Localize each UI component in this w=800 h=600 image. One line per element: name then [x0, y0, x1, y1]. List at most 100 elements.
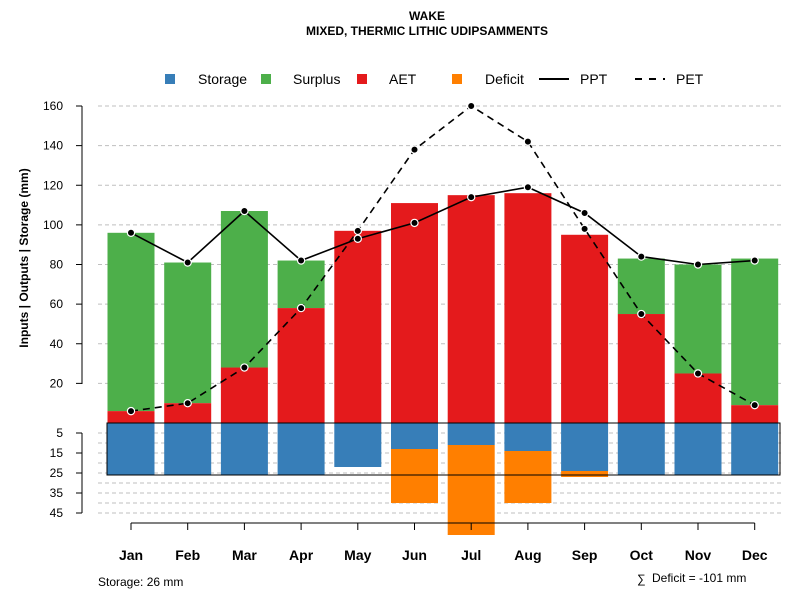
- axes: 20 40 60 80 100 120 140 160 5 15 25 35 45 Jan Feb Mar Ap…: [43, 99, 768, 563]
- surplus-bar: [220, 211, 268, 368]
- storage-bar: [277, 423, 325, 475]
- storage-note: Storage: 26 mm: [98, 575, 183, 589]
- legend-item-deficit: Deficit: [452, 71, 524, 87]
- y-tick-label-upper: 60: [50, 297, 64, 311]
- pet-point: [580, 224, 589, 234]
- aet-bar: [220, 367, 268, 423]
- aet-bar: [561, 234, 609, 423]
- legend-label: Surplus: [293, 71, 340, 87]
- y-tick-label-lower: 5: [56, 426, 63, 440]
- x-tick-label: Sep: [572, 547, 598, 563]
- legend-item-surplus: Surplus: [261, 71, 340, 87]
- pet-point: [523, 137, 533, 146]
- pet-point: [467, 101, 476, 111]
- deficit-note: Deficit = -101 mm: [652, 571, 746, 585]
- storage-bar: [561, 423, 609, 471]
- y-tick-label-lower: 45: [50, 506, 64, 520]
- x-tick-label: Oct: [630, 547, 654, 563]
- surplus-bar: [674, 264, 722, 374]
- y-tick-label-upper: 40: [50, 337, 64, 351]
- x-tick-label: Jan: [119, 547, 143, 563]
- ppt-line: [130, 186, 755, 266]
- legend-swatch: [452, 74, 462, 84]
- surplus-bar: [164, 262, 212, 404]
- x-tick-label: Feb: [175, 547, 200, 563]
- storage-bar: [164, 423, 212, 475]
- legend-item-pet: PET: [635, 71, 704, 87]
- storage-bar: [674, 423, 722, 475]
- storage-capacity-box: [106, 422, 781, 476]
- legend-item-storage: Storage: [165, 71, 247, 87]
- legend-item-aet: AET: [357, 71, 417, 87]
- x-tick-label: Jun: [402, 547, 427, 563]
- x-tick-label: Dec: [742, 547, 768, 563]
- chart-subtitle: MIXED, THERMIC LITHIC UDIPSAMMENTS: [306, 24, 548, 38]
- ppt-point: [580, 208, 589, 218]
- x-tick-label: Jul: [461, 547, 481, 563]
- y-tick-label-upper: 140: [43, 139, 63, 153]
- y-tick-label-upper: 80: [50, 258, 64, 272]
- deficit-bar: [391, 449, 438, 503]
- grid-upper: [98, 105, 781, 384]
- y-tick-label-upper: 160: [43, 99, 63, 113]
- pet-point: [410, 145, 419, 154]
- pet-line: [130, 105, 756, 412]
- y-tick-label-upper: 120: [43, 178, 63, 192]
- aet-bar: [164, 403, 212, 423]
- pet-point: [126, 406, 136, 416]
- ppt-point: [240, 206, 249, 216]
- aet-bar: [277, 308, 325, 423]
- x-tick-label: May: [344, 547, 371, 563]
- legend-swatch: [261, 74, 271, 84]
- x-tick-label: Aug: [514, 547, 541, 563]
- y-tick-label-lower: 35: [50, 486, 64, 500]
- legend-label: Deficit: [485, 71, 524, 87]
- storage-bar: [220, 423, 268, 475]
- aet-bar: [617, 314, 665, 423]
- ppt-point: [693, 260, 703, 269]
- deficit-bar: [504, 451, 552, 503]
- x-tick-label: Nov: [685, 547, 712, 563]
- aet-bar: [107, 411, 155, 423]
- y-tick-label-lower: 15: [50, 446, 64, 460]
- y-axis-label: Inputs | Outputs | Storage (mm): [17, 168, 31, 347]
- ppt-point: [296, 256, 306, 265]
- ppt-point: [410, 218, 419, 228]
- deficit-bar: [561, 471, 609, 477]
- legend-label: AET: [389, 71, 417, 87]
- storage-bar: [391, 423, 438, 449]
- aet-bar: [334, 230, 382, 423]
- ppt-point: [523, 183, 533, 192]
- storage-bar: [107, 423, 155, 475]
- lines: [126, 101, 759, 416]
- y-tick-label-upper: 20: [50, 376, 64, 390]
- storage-bar: [334, 423, 382, 467]
- legend-swatch: [165, 74, 175, 84]
- ppt-point: [353, 234, 362, 243]
- x-tick-label: Apr: [289, 547, 314, 563]
- aet-bar: [674, 373, 722, 423]
- storage-bar: [447, 423, 495, 445]
- pet-point: [353, 226, 362, 236]
- ppt-point: [467, 192, 476, 202]
- aet-bar: [447, 195, 495, 423]
- pet-point: [693, 369, 703, 378]
- pet-point: [296, 303, 306, 313]
- surplus-bar: [277, 260, 325, 309]
- storage-bar: [504, 423, 552, 451]
- sum-symbol: ∑: [637, 572, 646, 586]
- x-tick-label: Mar: [232, 547, 257, 563]
- bars-lower: [106, 422, 781, 535]
- ppt-point: [126, 228, 136, 237]
- legend-label: PET: [676, 71, 704, 87]
- legend: Storage Surplus AET Deficit PPT PET: [165, 71, 704, 87]
- legend-item-ppt: PPT: [539, 71, 608, 87]
- storage-bar: [731, 423, 779, 475]
- pet-point: [240, 363, 249, 372]
- legend-label: PPT: [580, 71, 608, 87]
- aet-bar: [504, 193, 552, 423]
- ppt-point: [750, 256, 759, 265]
- ppt-point: [183, 258, 192, 267]
- surplus-bar: [731, 258, 779, 406]
